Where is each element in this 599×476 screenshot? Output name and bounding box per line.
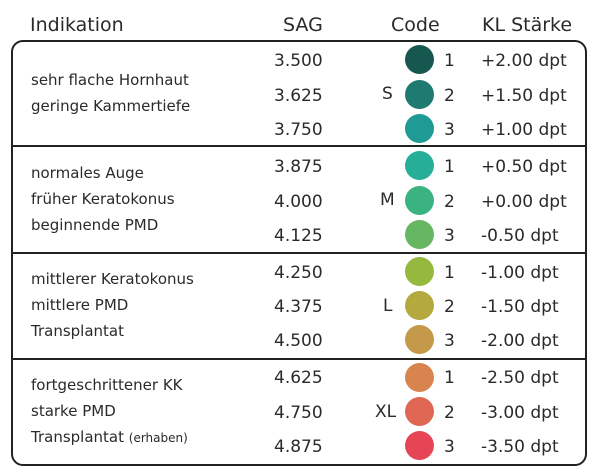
indication-line: geringe Kammertiefe [31,97,191,115]
group-separator [11,358,587,360]
color-circle [405,431,434,460]
code-number: 2 [444,403,455,423]
sag-value: 3.500 [274,51,323,71]
color-circle [405,257,434,286]
color-circle [405,114,434,143]
kl-value: -1.50 dpt [481,297,559,317]
kl-value: -3.50 dpt [481,437,559,457]
code-number: 3 [444,331,455,351]
code-number: 2 [444,192,455,212]
indication-line: fortgeschrittener KK [31,376,183,394]
indication-line: sehr flache Hornhaut [31,71,189,89]
code-number: 3 [444,120,455,140]
indication-group-xl: fortgeschrittener KK starke PMD Transpla… [31,372,188,451]
code-label-xl: XL [375,402,397,422]
kl-value: -3.00 dpt [481,403,559,423]
code-number: 2 [444,297,455,317]
indication-line: früher Keratokonus [31,190,175,208]
kl-value: +1.50 dpt [481,86,567,106]
color-circle [405,80,434,109]
color-circle [405,151,434,180]
code-number: 1 [444,157,455,177]
code-label-s: S [382,84,393,104]
indication-text: Transplantat [31,428,124,446]
indication-group-l: mittlerer Keratokonus mittlere PMD Trans… [31,266,194,344]
indication-line: mittlerer Keratokonus [31,270,194,288]
kl-value: -2.00 dpt [481,331,559,351]
color-circle [405,186,434,215]
code-label-m: M [380,190,395,210]
sag-value: 4.875 [274,437,323,457]
group-separator [11,252,587,254]
sag-value: 4.500 [274,331,323,351]
indication-group-s: sehr flache Hornhaut geringe Kammertiefe [31,67,190,119]
sag-value: 3.875 [274,157,323,177]
indication-group-m: normales Auge früher Keratokonus beginne… [31,160,175,238]
kl-value: -0.50 dpt [481,226,559,246]
code-number: 3 [444,437,455,457]
code-number: 1 [444,368,455,388]
indication-line: Transplantat [31,322,124,340]
code-number: 1 [444,51,455,71]
sag-value: 3.625 [274,86,323,106]
header-indikation: Indikation [30,14,124,36]
color-circle [405,363,434,392]
indication-line: starke PMD [31,402,116,420]
sag-value: 4.375 [274,297,323,317]
indication-line: beginnende PMD [31,216,159,234]
kl-value: -1.00 dpt [481,263,559,283]
sag-value: 4.000 [274,192,323,212]
kl-value: -2.50 dpt [481,368,559,388]
sag-value: 4.250 [274,263,323,283]
code-number: 1 [444,263,455,283]
header-code: Code [391,14,440,36]
color-circle [405,325,434,354]
header-kl-staerke: KL Stärke [482,14,573,36]
kl-value: +0.00 dpt [481,192,567,212]
sag-value: 4.625 [274,368,323,388]
code-number: 2 [444,86,455,106]
color-circle [405,220,434,249]
group-separator [11,145,587,147]
indication-line: mittlere PMD [31,296,129,314]
code-label-l: L [383,296,393,316]
header-sag: SAG [283,14,323,36]
indication-line: Transplantat (erhaben) [31,424,188,451]
indication-note: (erhaben) [128,431,188,445]
color-circle [405,45,434,74]
kl-value: +2.00 dpt [481,51,567,71]
code-number: 3 [444,226,455,246]
sag-value: 4.750 [274,403,323,423]
sag-value: 3.750 [274,120,323,140]
sag-value: 4.125 [274,226,323,246]
kl-value: +1.00 dpt [481,120,567,140]
indication-line: normales Auge [31,164,144,182]
color-circle [405,397,434,426]
color-circle [405,291,434,320]
kl-value: +0.50 dpt [481,157,567,177]
